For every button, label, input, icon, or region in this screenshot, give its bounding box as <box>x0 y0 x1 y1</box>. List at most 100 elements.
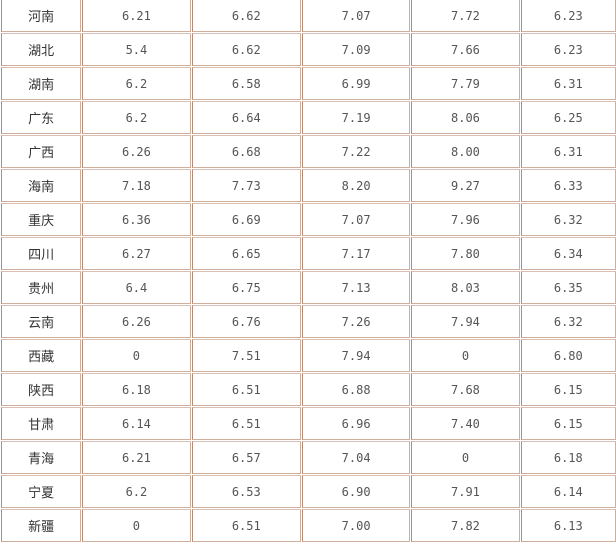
table-row: 贵州 6.4 6.75 7.13 8.03 6.35 <box>1 271 616 304</box>
region-cell: 重庆 <box>1 203 82 236</box>
table-row: 宁夏 6.2 6.53 6.90 7.91 6.14 <box>1 475 616 508</box>
region-cell: 广东 <box>1 101 82 134</box>
value-cell: 6.57 <box>191 441 301 474</box>
value-cell: 6.23 <box>520 0 616 32</box>
value-cell: 6.53 <box>191 475 301 508</box>
table-row: 海南 7.18 7.73 8.20 9.27 6.33 <box>1 169 616 202</box>
value-cell: 7.07 <box>301 203 411 236</box>
value-cell: 6.2 <box>82 67 191 100</box>
region-cell: 海南 <box>1 169 82 202</box>
value-cell: 6.58 <box>191 67 301 100</box>
table-row: 云南 6.26 6.76 7.26 7.94 6.32 <box>1 305 616 338</box>
value-cell: 7.94 <box>411 305 520 338</box>
value-cell: 7.18 <box>82 169 191 202</box>
value-cell: 6.14 <box>520 475 616 508</box>
region-cell: 河南 <box>1 0 82 32</box>
table-row: 西藏 0 7.51 7.94 0 6.80 <box>1 339 616 372</box>
value-cell: 6.33 <box>520 169 616 202</box>
value-cell: 6.32 <box>520 305 616 338</box>
region-cell: 宁夏 <box>1 475 82 508</box>
value-cell: 6.21 <box>82 0 191 32</box>
value-cell: 6.31 <box>520 67 616 100</box>
value-cell: 6.18 <box>82 373 191 406</box>
value-cell: 7.40 <box>411 407 520 440</box>
value-cell: 7.04 <box>301 441 411 474</box>
table-row: 甘肃 6.14 6.51 6.96 7.40 6.15 <box>1 407 616 440</box>
region-cell: 新疆 <box>1 509 82 542</box>
value-cell: 7.13 <box>301 271 411 304</box>
value-cell: 6.2 <box>82 475 191 508</box>
value-cell: 6.75 <box>191 271 301 304</box>
table-row: 新疆 0 6.51 7.00 7.82 6.13 <box>1 509 616 542</box>
value-cell: 6.2 <box>82 101 191 134</box>
value-cell: 6.62 <box>191 0 301 32</box>
value-cell: 7.09 <box>301 33 411 66</box>
value-cell: 6.99 <box>301 67 411 100</box>
value-cell: 6.90 <box>301 475 411 508</box>
value-cell: 8.20 <box>301 169 411 202</box>
value-cell: 7.26 <box>301 305 411 338</box>
value-cell: 6.25 <box>520 101 616 134</box>
value-cell: 8.00 <box>411 135 520 168</box>
value-cell: 6.65 <box>191 237 301 270</box>
value-cell: 6.51 <box>191 509 301 542</box>
table-row: 湖北 5.4 6.62 7.09 7.66 6.23 <box>1 33 616 66</box>
value-cell: 6.88 <box>301 373 411 406</box>
value-cell: 6.31 <box>520 135 616 168</box>
value-cell: 6.15 <box>520 373 616 406</box>
value-cell: 7.79 <box>411 67 520 100</box>
region-cell: 广西 <box>1 135 82 168</box>
value-cell: 6.76 <box>191 305 301 338</box>
value-cell: 7.72 <box>411 0 520 32</box>
value-cell: 0 <box>411 339 520 372</box>
value-cell: 7.22 <box>301 135 411 168</box>
value-cell: 7.96 <box>411 203 520 236</box>
value-cell: 6.18 <box>520 441 616 474</box>
region-cell: 甘肃 <box>1 407 82 440</box>
value-cell: 6.68 <box>191 135 301 168</box>
value-cell: 7.07 <box>301 0 411 32</box>
value-cell: 6.62 <box>191 33 301 66</box>
table-row: 重庆 6.36 6.69 7.07 7.96 6.32 <box>1 203 616 236</box>
value-cell: 6.96 <box>301 407 411 440</box>
value-cell: 6.26 <box>82 135 191 168</box>
value-cell: 7.66 <box>411 33 520 66</box>
table-row: 湖南 6.2 6.58 6.99 7.79 6.31 <box>1 67 616 100</box>
value-cell: 6.14 <box>82 407 191 440</box>
region-cell: 青海 <box>1 441 82 474</box>
value-cell: 5.4 <box>82 33 191 66</box>
value-cell: 6.4 <box>82 271 191 304</box>
region-cell: 陕西 <box>1 373 82 406</box>
value-cell: 0 <box>411 441 520 474</box>
value-cell: 0 <box>82 509 191 542</box>
value-cell: 6.15 <box>520 407 616 440</box>
region-cell: 四川 <box>1 237 82 270</box>
value-cell: 7.17 <box>301 237 411 270</box>
value-cell: 6.51 <box>191 373 301 406</box>
value-cell: 6.51 <box>191 407 301 440</box>
region-cell: 湖南 <box>1 67 82 100</box>
table-row: 青海 6.21 6.57 7.04 0 6.18 <box>1 441 616 474</box>
region-cell: 湖北 <box>1 33 82 66</box>
table-row: 广西 6.26 6.68 7.22 8.00 6.31 <box>1 135 616 168</box>
value-cell: 6.34 <box>520 237 616 270</box>
value-cell: 6.69 <box>191 203 301 236</box>
value-cell: 6.13 <box>520 509 616 542</box>
value-cell: 7.94 <box>301 339 411 372</box>
region-cell: 云南 <box>1 305 82 338</box>
value-cell: 7.00 <box>301 509 411 542</box>
value-cell: 6.27 <box>82 237 191 270</box>
table-row: 四川 6.27 6.65 7.17 7.80 6.34 <box>1 237 616 270</box>
value-cell: 8.03 <box>411 271 520 304</box>
table-row: 河南 6.21 6.62 7.07 7.72 6.23 <box>1 0 616 32</box>
value-cell: 9.27 <box>411 169 520 202</box>
value-cell: 6.21 <box>82 441 191 474</box>
value-cell: 7.68 <box>411 373 520 406</box>
table-row: 陕西 6.18 6.51 6.88 7.68 6.15 <box>1 373 616 406</box>
value-cell: 6.80 <box>520 339 616 372</box>
value-cell: 7.73 <box>191 169 301 202</box>
value-cell: 6.32 <box>520 203 616 236</box>
value-cell: 6.64 <box>191 101 301 134</box>
